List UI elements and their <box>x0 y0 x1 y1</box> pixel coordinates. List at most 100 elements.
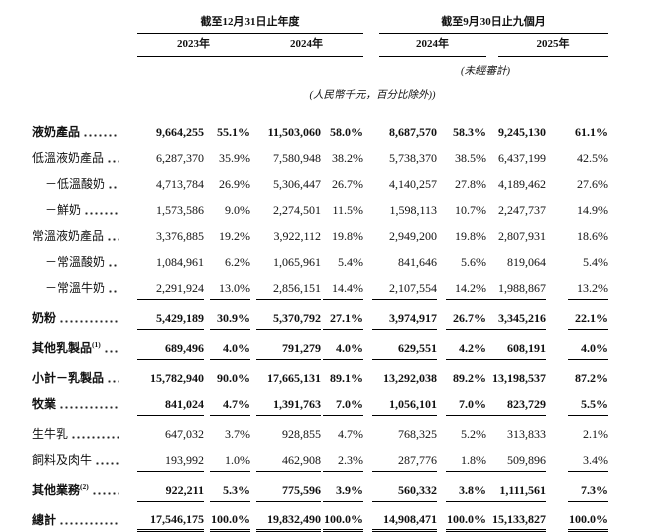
amount-cell: 9,245,130 <box>498 125 546 139</box>
amount-cell: 819,064 <box>507 255 546 269</box>
dot-leader <box>107 369 119 386</box>
row-label: 液奶產品 <box>32 125 81 139</box>
percent-cell: 19.2% <box>219 229 250 243</box>
amount-cell: 9,664,255 <box>156 125 204 139</box>
percent-cell: 7.3% <box>546 472 608 502</box>
dot-leader <box>59 309 119 326</box>
footnote-marker: (2) <box>80 482 89 491</box>
segment-revenue-table: 截至12月31日止年度 截至9月30日止九個月 2023年 2024年 2024… <box>32 8 608 532</box>
amount-cell: 3,974,917 <box>363 300 437 330</box>
percent-cell: 13.0% <box>204 274 250 300</box>
percent-cell: 26.7% <box>332 177 363 191</box>
percent-cell: 89.1% <box>330 371 363 385</box>
dot-leader <box>59 395 119 412</box>
row-label: －常溫酸奶 <box>45 255 106 269</box>
amount-cell: 8,687,570 <box>389 125 437 139</box>
row-label-cell: －常溫牛奶 <box>32 274 137 300</box>
amount-cell: 193,992 <box>137 446 204 472</box>
table-row: 生牛乳 647,032 3.7% 928,855 4.7% 768,325 5.2% 313,… <box>32 416 608 446</box>
dot-leader <box>71 425 119 442</box>
dot-leader <box>108 279 119 296</box>
percent-cell: 1.0% <box>204 446 250 472</box>
amount-cell: 791,279 <box>250 330 321 360</box>
row-label: －鮮奶 <box>45 203 82 217</box>
table-row: 低溫液奶產品 6,287,370 35.9% 7,580,948 38.2% 5,738,… <box>32 144 608 170</box>
amount-cell: 13,198,537 <box>492 371 546 385</box>
percent-cell: 100.0% <box>546 502 608 532</box>
period-group-9m-title: 截至9月30日止九個月 <box>379 13 608 34</box>
table-row: 飼料及肉牛 193,992 1.0% 462,908 2.3% 287,776 1.8% 50… <box>32 446 608 472</box>
unit-note-row: (人民幣千元，百分比除外)) <box>32 80 608 104</box>
percent-cell: 11.5% <box>332 203 363 217</box>
percent-cell: 4.7% <box>338 427 363 441</box>
row-label-cell: 奶粉 <box>32 300 137 330</box>
row-label-cell: 其他乳製品(1) <box>32 330 137 360</box>
row-label-cell: 低溫液奶產品 <box>32 144 137 170</box>
amount-cell: 6,437,199 <box>498 151 546 165</box>
percent-cell: 35.9% <box>219 151 250 165</box>
row-label: －常溫牛奶 <box>45 281 106 295</box>
year-col-2024: 2024年 <box>250 34 363 57</box>
dot-leader <box>95 451 119 468</box>
amount-cell: 2,107,554 <box>363 274 437 300</box>
row-label-cell: 其他業務(2) <box>32 472 137 502</box>
percent-cell: 58.3% <box>453 125 486 139</box>
row-label: 常溫液奶產品 <box>32 229 105 243</box>
amount-cell: 1,065,961 <box>273 255 321 269</box>
percent-cell: 26.9% <box>219 177 250 191</box>
table-row: －常溫牛奶 2,291,924 13.0% 2,856,151 14.4% 2,107,5… <box>32 274 608 300</box>
percent-cell: 100.0% <box>321 502 363 532</box>
percent-cell: 4.7% <box>204 390 250 416</box>
amount-cell: 2,807,931 <box>498 229 546 243</box>
row-label-cell: 總計 <box>32 502 137 532</box>
row-label: 飼料及肉牛 <box>32 453 93 467</box>
dot-leader <box>59 511 119 528</box>
year-label: 2024年 <box>250 35 363 57</box>
amount-cell: 841,024 <box>137 390 204 416</box>
amount-cell: 5,370,792 <box>250 300 321 330</box>
percent-cell: 3.9% <box>321 472 363 502</box>
amount-cell: 15,133,827 <box>486 502 546 532</box>
percent-cell: 90.0% <box>217 371 250 385</box>
row-label-cell: －常溫酸奶 <box>32 248 137 274</box>
table-row: 其他業務(2) 922,211 5.3% 775,596 3.9% 560,332 3.8%… <box>32 472 608 502</box>
amount-cell: 1,598,113 <box>389 203 437 217</box>
amount-cell: 1,573,586 <box>156 203 204 217</box>
amount-cell: 6,287,370 <box>156 151 204 165</box>
amount-cell: 14,908,471 <box>363 502 437 532</box>
period-group-fy-title: 截至12月31日止年度 <box>137 13 363 34</box>
percent-cell: 3.7% <box>225 427 250 441</box>
header-spacer-row <box>32 104 608 118</box>
table-row: 總計 17,546,175 100.0% 19,832,490 100.0% 14,908… <box>32 502 608 532</box>
amount-cell: 922,211 <box>137 472 204 502</box>
percent-cell: 38.5% <box>455 151 486 165</box>
table-header: 截至12月31日止年度 截至9月30日止九個月 2023年 2024年 2024… <box>32 8 608 118</box>
percent-cell: 3.4% <box>546 446 608 472</box>
amount-cell: 560,332 <box>363 472 437 502</box>
year-label: 2025年 <box>498 35 608 57</box>
percent-cell: 89.2% <box>453 371 486 385</box>
footnote-marker: (1) <box>92 340 101 349</box>
dot-leader <box>108 253 119 270</box>
percent-cell: 27.8% <box>455 177 486 191</box>
amount-cell: 647,032 <box>165 427 204 441</box>
header-spacer <box>32 57 363 80</box>
amount-cell: 1,111,561 <box>486 472 546 502</box>
period-group-row: 截至12月31日止年度 截至9月30日止九個月 <box>32 8 608 34</box>
percent-cell: 5.4% <box>583 255 608 269</box>
amount-cell: 5,429,189 <box>137 300 204 330</box>
amount-cell: 4,189,462 <box>498 177 546 191</box>
header-spacer <box>32 80 137 104</box>
year-row: 2023年 2024年 2024年 2025年 <box>32 34 608 57</box>
percent-cell: 27.1% <box>321 300 363 330</box>
amount-cell: 629,551 <box>363 330 437 360</box>
amount-cell: 608,191 <box>486 330 546 360</box>
period-group-fy: 截至12月31日止年度 <box>137 8 363 34</box>
table-row: －鮮奶 1,573,586 9.0% 2,274,501 11.5% 1,598,113 1… <box>32 196 608 222</box>
amount-cell: 462,908 <box>250 446 321 472</box>
amount-cell: 287,776 <box>363 446 437 472</box>
amount-cell: 928,855 <box>282 427 321 441</box>
row-label-cell: 生牛乳 <box>32 416 137 446</box>
row-label: 低溫液奶產品 <box>32 151 105 165</box>
percent-cell: 4.2% <box>437 330 486 360</box>
